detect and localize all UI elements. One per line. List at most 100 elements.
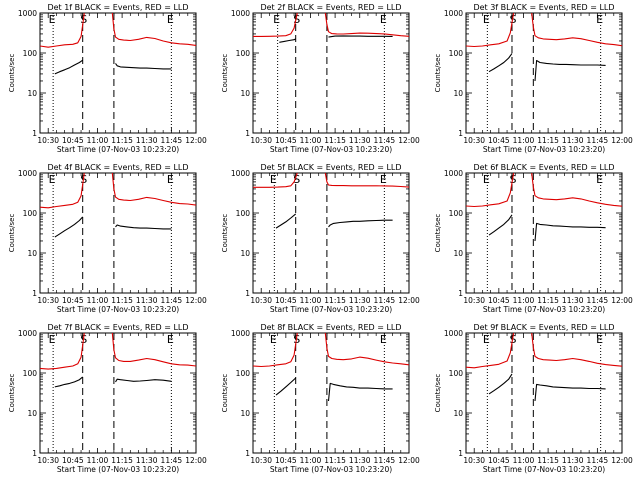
panel-5-series-lld-segment-2 bbox=[324, 173, 409, 188]
panel-5-frame bbox=[252, 172, 410, 294]
panel-5-ylabel: Counts/sec bbox=[221, 214, 229, 253]
panel-4-title: Det 4f BLACK = Events, RED = LLD bbox=[47, 163, 188, 172]
panel-1-xlabel: Start Time (07-Nov-03 10:23:20) bbox=[57, 145, 179, 154]
panel-1-xtick-label: 10:30 bbox=[37, 136, 59, 145]
panel-7-xtick-label: 11:45 bbox=[161, 456, 183, 465]
panel-2-ytick-label: 1 bbox=[245, 129, 250, 138]
panel-4-ytick-label: 10 bbox=[27, 249, 37, 258]
panel-1-xtick-label: 12:00 bbox=[185, 136, 207, 145]
panel-4-xtick-label: 11:30 bbox=[136, 296, 158, 305]
panel-3-xtick-label: 11:15 bbox=[537, 136, 559, 145]
panel-5-title: Det 5f BLACK = Events, RED = LLD bbox=[260, 163, 401, 172]
panel-7-xtick-label: 12:00 bbox=[185, 456, 207, 465]
panel-7-ytick-label: 1000 bbox=[18, 329, 37, 338]
panel-8-ylabel: Counts/sec bbox=[221, 374, 229, 413]
panel-7-frame bbox=[39, 332, 197, 454]
panel-1-title: Det 1f BLACK = Events, RED = LLD bbox=[47, 3, 188, 12]
panel-8-xtick-label: 11:15 bbox=[324, 456, 346, 465]
panel-9-marker-label-e1: E bbox=[483, 333, 490, 346]
panel-7-marker-label-e1: E bbox=[49, 333, 56, 346]
panel-1: Det 1f BLACK = Events, RED = LLD 1 10 100 10… bbox=[8, 3, 207, 154]
panel-2-xtick-label: 12:00 bbox=[398, 136, 420, 145]
panel-1-xtick-label: 11:30 bbox=[136, 136, 158, 145]
panel-3-plot-area bbox=[466, 13, 622, 82]
panel-8: Det 8f BLACK = Events, RED = LLD 1 10 100 10… bbox=[221, 323, 420, 474]
panel-5-marker-label-s: S bbox=[293, 173, 300, 186]
panel-4-xtick-label: 11:45 bbox=[161, 296, 183, 305]
panel-3-ytick-label: 1 bbox=[458, 129, 463, 138]
panel-2-frame bbox=[252, 12, 410, 134]
panel-1-ylabel: Counts/sec bbox=[8, 54, 16, 93]
panel-6-series-lld-segment-1 bbox=[466, 173, 515, 208]
panel-5-xtick-label: 11:45 bbox=[374, 296, 396, 305]
panel-1-frame bbox=[39, 12, 197, 134]
panel-9-ylabel: Counts/sec bbox=[434, 374, 442, 413]
panel-1-ytick-label: 10 bbox=[27, 89, 37, 98]
panel-3-xtick-label: 11:00 bbox=[513, 136, 535, 145]
panel-4-frame bbox=[39, 172, 197, 294]
panel-3-xtick-label: 10:30 bbox=[463, 136, 485, 145]
panel-4-xtick-label: 11:15 bbox=[111, 296, 133, 305]
panel-2-series-lld-segment-1 bbox=[253, 13, 298, 37]
panel-8-xtick-label: 10:30 bbox=[250, 456, 272, 465]
panel-1-ytick-label: 1 bbox=[32, 129, 37, 138]
panel-9-xtick-label: 11:00 bbox=[513, 456, 535, 465]
panel-6-xtick-label: 11:00 bbox=[513, 296, 535, 305]
panel-4-series-lld-segment-2 bbox=[111, 173, 196, 206]
panel-5-ytick-label: 10 bbox=[240, 249, 250, 258]
panel-8-series-events-segment-1 bbox=[275, 377, 297, 396]
panel-5-xtick-label: 11:30 bbox=[349, 296, 371, 305]
panel-7-marker-label-e2: E bbox=[167, 333, 174, 346]
panel-2-xtick-label: 11:45 bbox=[374, 136, 396, 145]
panel-7-ytick-label: 10 bbox=[27, 409, 37, 418]
panel-2-marker-label-e1: E bbox=[273, 13, 280, 26]
panel-6-xlabel: Start Time (07-Nov-03 10:23:20) bbox=[483, 305, 605, 314]
panel-9-title: Det 9f BLACK = Events, RED = LLD bbox=[473, 323, 614, 332]
panel-6-xtick-label: 12:00 bbox=[611, 296, 633, 305]
panel-5-xtick-label: 10:30 bbox=[250, 296, 272, 305]
panel-3-ytick-label: 1000 bbox=[444, 9, 463, 18]
panel-6-series-events-segment-2 bbox=[534, 222, 606, 242]
panel-9-xtick-label: 10:45 bbox=[488, 456, 510, 465]
panel-2-ylabel: Counts/sec bbox=[221, 54, 229, 93]
panel-6-frame bbox=[465, 172, 623, 294]
panel-2-ytick-label: 1000 bbox=[231, 9, 250, 18]
panel-5-ytick-label: 100 bbox=[236, 209, 251, 218]
panel-5-series-lld-segment-1 bbox=[253, 173, 298, 188]
panel-1-series-events-segment-2 bbox=[115, 63, 172, 70]
panel-5-ytick-label: 1000 bbox=[231, 169, 250, 178]
panel-8-marker-label-e2: E bbox=[380, 333, 387, 346]
panel-2-xlabel: Start Time (07-Nov-03 10:23:20) bbox=[270, 145, 392, 154]
panel-2-series-events-segment-2 bbox=[328, 35, 393, 38]
panel-9-series-lld-segment-2 bbox=[531, 333, 622, 367]
panel-9-frame bbox=[465, 332, 623, 454]
panel-4-xtick-label: 11:00 bbox=[87, 296, 109, 305]
panel-9-xtick-label: 11:45 bbox=[587, 456, 609, 465]
panel-6-xtick-label: 10:30 bbox=[463, 296, 485, 305]
panel-9-ytick-label: 1000 bbox=[444, 329, 463, 338]
panel-8-xtick-label: 12:00 bbox=[398, 456, 420, 465]
panel-1-series-events-segment-1 bbox=[54, 59, 84, 75]
panel-8-series-lld-segment-1 bbox=[253, 333, 298, 368]
panel-2-xtick-label: 11:00 bbox=[300, 136, 322, 145]
panel-1-series-lld-segment-2 bbox=[111, 13, 196, 46]
panel-5-xtick-label: 10:45 bbox=[275, 296, 297, 305]
panel-2-marker-label-s: S bbox=[293, 13, 300, 26]
panel-3-xtick-label: 12:00 bbox=[611, 136, 633, 145]
panel-6-xtick-label: 11:45 bbox=[587, 296, 609, 305]
panel-7-ytick-label: 100 bbox=[23, 369, 38, 378]
panel-8-title: Det 8f BLACK = Events, RED = LLD bbox=[260, 323, 401, 332]
panel-6-xtick-label: 10:45 bbox=[488, 296, 510, 305]
panel-2-marker-label-e2: E bbox=[380, 13, 387, 26]
panel-6-series-events-segment-1 bbox=[488, 214, 513, 236]
panel-7-plot-area bbox=[40, 333, 196, 388]
panel-8-series-events-segment-2 bbox=[327, 382, 393, 402]
panel-3-xtick-label: 10:45 bbox=[488, 136, 510, 145]
panel-1-xtick-label: 11:00 bbox=[87, 136, 109, 145]
panel-4-ytick-label: 1000 bbox=[18, 169, 37, 178]
panel-6-ytick-label: 1 bbox=[458, 289, 463, 298]
panel-3-ytick-label: 100 bbox=[449, 49, 464, 58]
panel-1-marker-label-e1: E bbox=[49, 13, 56, 26]
panel-4-ylabel: Counts/sec bbox=[8, 214, 16, 253]
